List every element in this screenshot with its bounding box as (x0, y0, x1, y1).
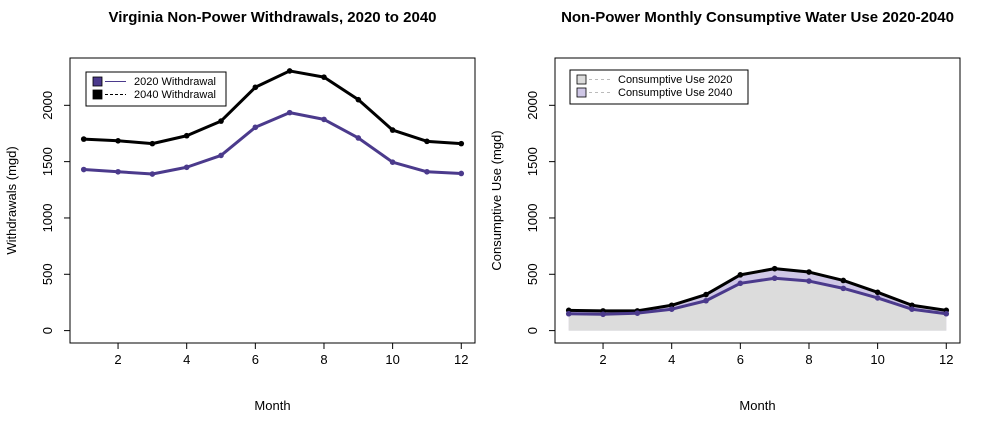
series-point (149, 171, 156, 177)
series-point (252, 124, 259, 131)
plot-frame (554, 57, 961, 344)
series-point (458, 140, 465, 147)
series-point (909, 306, 915, 313)
series-point (218, 152, 224, 159)
legend-box (85, 71, 227, 107)
series-point (806, 269, 812, 275)
legend-label: Consumptive Use 2020 (618, 74, 732, 86)
chart-title: Virginia Non-Power Withdrawals, 2020 to … (108, 9, 436, 26)
series-point (668, 306, 675, 313)
y-tick-label: 0 (40, 327, 55, 334)
series-point (600, 311, 606, 318)
series-point (771, 265, 778, 272)
y-tick-label: 500 (40, 263, 55, 285)
series-point (286, 68, 293, 74)
series-point (668, 302, 675, 309)
series-line-1 (568, 276, 947, 316)
series-point (703, 291, 709, 298)
legend-label: 2040 Withdrawal (134, 89, 216, 101)
y-axis-label: Consumptive Use (mgd) (489, 130, 504, 270)
chart-2: Non-Power Monthly Consumptive Water Use … (489, 9, 961, 413)
series-line-1 (83, 111, 462, 176)
legend-swatch (576, 87, 587, 98)
series-point (771, 275, 778, 282)
series-point (806, 278, 812, 284)
series-point (115, 137, 121, 144)
legend-box (569, 69, 749, 105)
series-point (218, 118, 224, 124)
x-tick-label: 8 (320, 352, 327, 367)
series-line-2 (83, 69, 462, 146)
series-line-2 (568, 267, 947, 313)
x-tick-label: 10 (870, 352, 884, 367)
y-tick-label: 1500 (40, 147, 55, 176)
series-point (565, 310, 572, 317)
y-tick-label: 2000 (40, 91, 55, 120)
legend-label: 2020 Withdrawal (134, 76, 216, 88)
series-point (115, 168, 121, 175)
series-point (389, 127, 396, 133)
series-point (389, 159, 396, 165)
y-tick-label: 1000 (40, 203, 55, 232)
chart-title: Non-Power Monthly Consumptive Water Use … (561, 9, 954, 26)
series-point (80, 166, 87, 173)
series-point (874, 289, 881, 296)
series-point (252, 84, 259, 91)
series-point (424, 168, 430, 175)
x-tick-label: 2 (599, 352, 606, 367)
x-axis-label: Month (739, 398, 775, 413)
series-point (355, 135, 362, 141)
series-point (874, 295, 881, 301)
legend-swatch (92, 76, 103, 87)
series-point (183, 132, 190, 139)
area-fill-1 (568, 278, 947, 331)
x-tick-label: 8 (805, 352, 812, 367)
x-tick-label: 4 (668, 352, 675, 367)
series-point (458, 170, 465, 177)
legend-label: Consumptive Use 2040 (618, 87, 732, 99)
x-tick-label: 4 (183, 352, 190, 367)
series-point (840, 285, 847, 292)
series-point (737, 280, 744, 287)
legend-swatch (92, 89, 103, 100)
series-point (321, 74, 327, 80)
x-tick-label: 6 (252, 352, 259, 367)
series-point (703, 297, 709, 304)
y-axis-label: Withdrawals (mgd) (4, 146, 19, 254)
y-tick-label: 1500 (525, 147, 540, 176)
series-point (321, 116, 327, 123)
y-tick-label: 2000 (525, 91, 540, 120)
y-tick-label: 500 (525, 263, 540, 285)
x-tick-label: 10 (385, 352, 399, 367)
x-tick-label: 6 (737, 352, 744, 367)
series-point (943, 310, 950, 317)
series-point (80, 136, 87, 142)
chart-1: Virginia Non-Power Withdrawals, 2020 to … (4, 9, 476, 413)
x-tick-label: 12 (454, 352, 468, 367)
x-tick-label: 12 (939, 352, 953, 367)
y-tick-label: 1000 (525, 203, 540, 232)
x-axis-label: Month (254, 398, 290, 413)
legend-swatch (576, 74, 587, 85)
series-point (634, 310, 641, 316)
series-point (183, 164, 190, 171)
series-point (149, 140, 156, 147)
series-point (424, 138, 430, 145)
plot-frame (69, 57, 476, 344)
series-point (840, 277, 847, 284)
series-point (909, 302, 915, 309)
y-tick-label: 0 (525, 327, 540, 334)
series-point (286, 109, 293, 116)
x-tick-label: 2 (114, 352, 121, 367)
series-point (355, 96, 362, 103)
series-point (737, 272, 744, 278)
